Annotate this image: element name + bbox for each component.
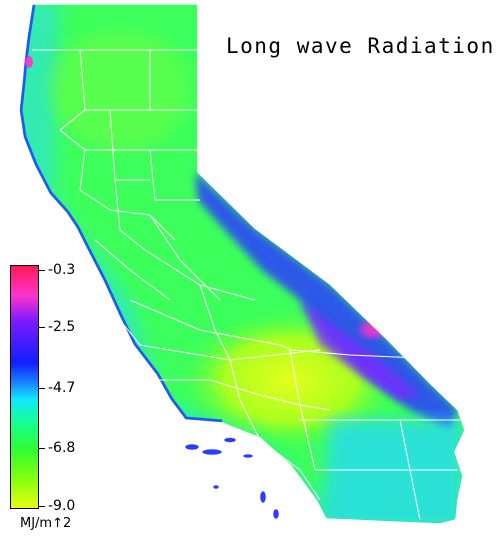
legend-tick-label: -0.3 bbox=[48, 262, 76, 278]
legend-colorbar bbox=[10, 265, 39, 509]
legend-tick-label: -4.7 bbox=[48, 380, 76, 396]
southern-desert-zone bbox=[320, 420, 465, 524]
legend-tick-mark bbox=[39, 388, 45, 389]
north-coast-peak bbox=[25, 56, 33, 68]
sierra-nevada-zone bbox=[195, 172, 458, 430]
channel-islands bbox=[184, 437, 280, 520]
legend-tick-mark bbox=[39, 270, 45, 271]
legend-tick-mark bbox=[39, 448, 45, 449]
legend-tick-label: -2.5 bbox=[48, 319, 76, 335]
legend-tick-label: -9.0 bbox=[48, 498, 76, 514]
high-desert-zone bbox=[300, 300, 420, 400]
legend-units: MJ/m↑2 bbox=[20, 516, 72, 531]
legend-tick-mark bbox=[39, 506, 45, 507]
legend-tick-label: -6.8 bbox=[48, 440, 76, 456]
northern-interior-zone bbox=[50, 30, 190, 150]
legend-tick-mark bbox=[39, 327, 45, 328]
county-borders bbox=[32, 49, 465, 521]
map-title: Long wave Radiation bbox=[226, 34, 495, 58]
